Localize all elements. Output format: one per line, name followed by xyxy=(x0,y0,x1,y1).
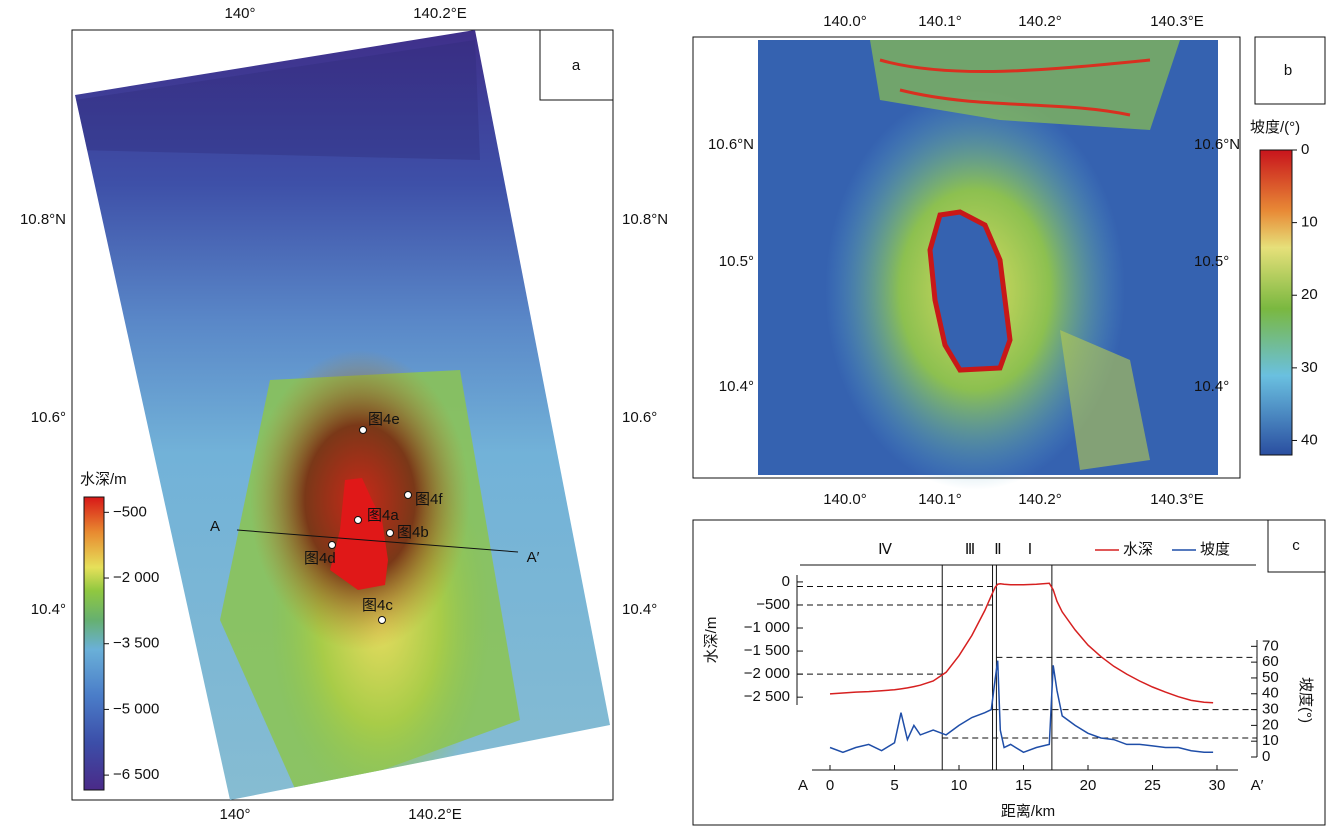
y2-tick-label: 20 xyxy=(1262,716,1279,733)
site-label: 图4a xyxy=(367,507,399,524)
y-axis-title: 水深/m xyxy=(703,617,720,664)
colorbar-label: 20 xyxy=(1301,286,1318,303)
x-end-label: A′ xyxy=(1251,777,1264,794)
site xyxy=(360,427,367,434)
site-label: 图4f xyxy=(415,491,443,508)
lon-label: 140.2°E xyxy=(413,5,467,22)
lon-label: 140.0° xyxy=(823,491,867,508)
lat-label: 10.4° xyxy=(31,601,66,618)
site-label: 图4e xyxy=(368,411,400,428)
lat-label: 10.6°N xyxy=(1194,136,1240,153)
site xyxy=(405,492,412,499)
lon-label: 140.3°E xyxy=(1150,13,1204,30)
lat-label: 10.6° xyxy=(622,409,657,426)
lon-label: 140.1° xyxy=(918,491,962,508)
y2-axis-title: 坡度(°) xyxy=(1297,677,1314,723)
lon-label: 140° xyxy=(219,806,250,823)
y2-tick-label: 50 xyxy=(1262,669,1279,686)
lat-label: 10.8°N xyxy=(20,211,66,228)
y2-tick-label: 40 xyxy=(1262,685,1279,702)
x-tick-label: 15 xyxy=(1015,777,1032,794)
y2-tick-label: 10 xyxy=(1262,732,1279,749)
colorbar-label: −2 000 xyxy=(113,569,159,586)
y-tick-label: −2 500 xyxy=(744,688,790,705)
colorbar-title: 水深/m xyxy=(80,471,127,488)
site-label: 图4c xyxy=(362,597,393,614)
y2-tick-label: 30 xyxy=(1262,701,1279,718)
panel-label: a xyxy=(572,57,581,74)
y-tick-label: 0 xyxy=(782,573,790,590)
y-tick-label: −2 000 xyxy=(744,665,790,682)
colorbar xyxy=(84,497,104,790)
lat-label: 10.5° xyxy=(1194,253,1229,270)
x-tick-label: 20 xyxy=(1080,777,1097,794)
y-tick-label: −1 000 xyxy=(744,619,790,636)
series-line xyxy=(830,583,1213,702)
colorbar-label: 10 xyxy=(1301,214,1318,231)
profile-end: A′ xyxy=(527,549,540,566)
colorbar xyxy=(1260,150,1292,455)
site xyxy=(355,517,362,524)
y-tick-label: −500 xyxy=(756,596,790,613)
y2-tick-label: 70 xyxy=(1262,637,1279,654)
colorbar-label: 40 xyxy=(1301,431,1318,448)
lat-label: 10.8°N xyxy=(622,211,668,228)
site-label: 图4b xyxy=(397,524,429,541)
legend-label: 坡度 xyxy=(1200,541,1230,558)
site xyxy=(379,617,386,624)
colorbar-label: −6 500 xyxy=(113,766,159,783)
lat-label: 10.4° xyxy=(719,378,754,395)
zone-label: Ⅱ xyxy=(994,541,1001,558)
x-tick-label: 10 xyxy=(951,777,968,794)
legend-label: 水深 xyxy=(1123,541,1153,558)
x-end-label: A xyxy=(798,777,808,794)
lon-label: 140.2°E xyxy=(408,806,462,823)
zone-label: Ⅰ xyxy=(1028,541,1032,558)
colorbar-label: −3 500 xyxy=(113,635,159,652)
page: {"map_a":{"panel_label":"a","lon_labels"… xyxy=(0,0,1331,827)
lon-label: 140° xyxy=(224,5,255,22)
lat-label: 10.5° xyxy=(719,253,754,270)
figure: a A A′ 图4e 图4f 图4a 图4b 图4d 图4c 140° 140.… xyxy=(0,0,1331,827)
lon-label: 140.0° xyxy=(823,13,867,30)
colorbar-title: 坡度/(°) xyxy=(1250,119,1300,136)
zone-label: Ⅳ xyxy=(878,541,892,558)
zone-label: Ⅲ xyxy=(965,541,975,558)
lat-label: 10.6° xyxy=(31,409,66,426)
y2-tick-label: 0 xyxy=(1262,748,1270,765)
y2-tick-label: 60 xyxy=(1262,653,1279,670)
site xyxy=(387,530,394,537)
x-tick-label: 5 xyxy=(890,777,898,794)
lat-label: 10.4° xyxy=(622,601,657,618)
colorbar-label: 0 xyxy=(1301,141,1309,158)
slope-map xyxy=(758,40,1218,490)
colorbar-label: −500 xyxy=(113,503,147,520)
site xyxy=(329,542,336,549)
panel-label: b xyxy=(1284,62,1292,79)
y-tick-label: −1 500 xyxy=(744,642,790,659)
x-tick-label: 30 xyxy=(1209,777,1226,794)
lon-label: 140.2° xyxy=(1018,13,1062,30)
lon-label: 140.1° xyxy=(918,13,962,30)
x-tick-label: 25 xyxy=(1144,777,1161,794)
colorbar-label: 30 xyxy=(1301,359,1318,376)
x-axis-title: 距离/km xyxy=(1001,803,1055,820)
site-label: 图4d xyxy=(304,550,336,567)
lon-label: 140.3°E xyxy=(1150,491,1204,508)
lon-label: 140.2° xyxy=(1018,491,1062,508)
lat-label: 10.4° xyxy=(1194,378,1229,395)
colorbar-label: −5 000 xyxy=(113,700,159,717)
lat-label: 10.6°N xyxy=(708,136,754,153)
x-tick-label: 0 xyxy=(826,777,834,794)
profile-end: A xyxy=(210,518,220,535)
panel-label: c xyxy=(1292,537,1300,554)
